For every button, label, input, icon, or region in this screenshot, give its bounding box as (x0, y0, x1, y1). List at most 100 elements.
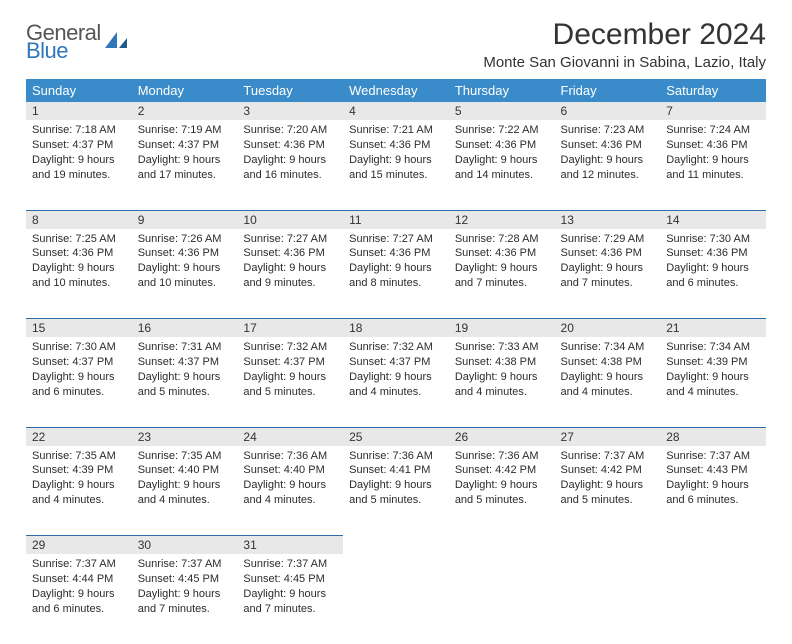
sunrise-line: Sunrise: 7:23 AM (561, 123, 655, 138)
day-detail-cell: Sunrise: 7:35 AMSunset: 4:39 PMDaylight:… (26, 446, 132, 536)
weekday-header: Monday (132, 79, 238, 102)
sunset-line: Sunset: 4:36 PM (243, 246, 337, 261)
sunset-line: Sunset: 4:36 PM (455, 138, 549, 153)
sunrise-line: Sunrise: 7:22 AM (455, 123, 549, 138)
sunset-line: Sunset: 4:39 PM (32, 463, 126, 478)
day-detail-cell: Sunrise: 7:36 AMSunset: 4:42 PMDaylight:… (449, 446, 555, 536)
day-number-cell: 26 (449, 427, 555, 446)
calendar-body: 1234567Sunrise: 7:18 AMSunset: 4:37 PMDa… (26, 102, 766, 644)
sunset-line: Sunset: 4:41 PM (349, 463, 443, 478)
daylight-line: Daylight: 9 hours and 8 minutes. (349, 261, 443, 291)
sunset-line: Sunset: 4:36 PM (349, 246, 443, 261)
logo: General Blue (26, 22, 129, 62)
day-detail-row: Sunrise: 7:18 AMSunset: 4:37 PMDaylight:… (26, 120, 766, 210)
day-number-cell: 25 (343, 427, 449, 446)
sunset-line: Sunset: 4:37 PM (32, 355, 126, 370)
day-detail-cell: Sunrise: 7:37 AMSunset: 4:45 PMDaylight:… (132, 554, 238, 644)
sunset-line: Sunset: 4:37 PM (138, 355, 232, 370)
sunset-line: Sunset: 4:42 PM (455, 463, 549, 478)
day-number-row: 891011121314 (26, 210, 766, 229)
day-number-cell: 12 (449, 210, 555, 229)
day-number-cell (449, 536, 555, 555)
sunrise-line: Sunrise: 7:37 AM (666, 449, 760, 464)
sunset-line: Sunset: 4:40 PM (243, 463, 337, 478)
day-number-cell: 17 (237, 319, 343, 338)
sunrise-line: Sunrise: 7:32 AM (243, 340, 337, 355)
daylight-line: Daylight: 9 hours and 5 minutes. (243, 370, 337, 400)
sunrise-line: Sunrise: 7:25 AM (32, 232, 126, 247)
sunset-line: Sunset: 4:36 PM (666, 138, 760, 153)
day-number-cell: 20 (555, 319, 661, 338)
sunrise-line: Sunrise: 7:32 AM (349, 340, 443, 355)
sunrise-line: Sunrise: 7:36 AM (349, 449, 443, 464)
weekday-header: Thursday (449, 79, 555, 102)
weekday-header: Wednesday (343, 79, 449, 102)
day-number-cell: 1 (26, 102, 132, 120)
day-number-cell (660, 536, 766, 555)
sunrise-line: Sunrise: 7:31 AM (138, 340, 232, 355)
month-title: December 2024 (483, 18, 766, 52)
daylight-line: Daylight: 9 hours and 6 minutes. (666, 478, 760, 508)
day-number-cell: 28 (660, 427, 766, 446)
sunrise-line: Sunrise: 7:37 AM (32, 557, 126, 572)
day-detail-cell: Sunrise: 7:26 AMSunset: 4:36 PMDaylight:… (132, 229, 238, 319)
sunrise-line: Sunrise: 7:24 AM (666, 123, 760, 138)
sunrise-line: Sunrise: 7:29 AM (561, 232, 655, 247)
day-number-cell: 23 (132, 427, 238, 446)
day-detail-cell: Sunrise: 7:37 AMSunset: 4:45 PMDaylight:… (237, 554, 343, 644)
sunrise-line: Sunrise: 7:35 AM (138, 449, 232, 464)
sunset-line: Sunset: 4:39 PM (666, 355, 760, 370)
day-detail-cell: Sunrise: 7:27 AMSunset: 4:36 PMDaylight:… (237, 229, 343, 319)
daylight-line: Daylight: 9 hours and 19 minutes. (32, 153, 126, 183)
daylight-line: Daylight: 9 hours and 10 minutes. (32, 261, 126, 291)
day-detail-cell: Sunrise: 7:36 AMSunset: 4:41 PMDaylight:… (343, 446, 449, 536)
day-number-cell: 11 (343, 210, 449, 229)
sunset-line: Sunset: 4:36 PM (32, 246, 126, 261)
daylight-line: Daylight: 9 hours and 5 minutes. (561, 478, 655, 508)
sunrise-line: Sunrise: 7:36 AM (243, 449, 337, 464)
day-detail-cell: Sunrise: 7:31 AMSunset: 4:37 PMDaylight:… (132, 337, 238, 427)
weekday-header-row: Sunday Monday Tuesday Wednesday Thursday… (26, 79, 766, 102)
daylight-line: Daylight: 9 hours and 4 minutes. (349, 370, 443, 400)
day-number-cell: 27 (555, 427, 661, 446)
day-number-cell: 8 (26, 210, 132, 229)
sunset-line: Sunset: 4:37 PM (138, 138, 232, 153)
day-detail-cell: Sunrise: 7:29 AMSunset: 4:36 PMDaylight:… (555, 229, 661, 319)
sunset-line: Sunset: 4:36 PM (561, 138, 655, 153)
sunset-line: Sunset: 4:36 PM (349, 138, 443, 153)
sunrise-line: Sunrise: 7:27 AM (349, 232, 443, 247)
day-number-cell (555, 536, 661, 555)
day-number-row: 15161718192021 (26, 319, 766, 338)
sunrise-line: Sunrise: 7:30 AM (666, 232, 760, 247)
sunrise-line: Sunrise: 7:18 AM (32, 123, 126, 138)
sunrise-line: Sunrise: 7:34 AM (666, 340, 760, 355)
sunset-line: Sunset: 4:36 PM (138, 246, 232, 261)
day-number-cell: 5 (449, 102, 555, 120)
sail-icon (103, 30, 129, 57)
daylight-line: Daylight: 9 hours and 5 minutes. (455, 478, 549, 508)
sunrise-line: Sunrise: 7:19 AM (138, 123, 232, 138)
daylight-line: Daylight: 9 hours and 11 minutes. (666, 153, 760, 183)
sunset-line: Sunset: 4:40 PM (138, 463, 232, 478)
day-number-cell: 16 (132, 319, 238, 338)
day-detail-cell: Sunrise: 7:21 AMSunset: 4:36 PMDaylight:… (343, 120, 449, 210)
day-detail-cell: Sunrise: 7:19 AMSunset: 4:37 PMDaylight:… (132, 120, 238, 210)
sunrise-line: Sunrise: 7:37 AM (138, 557, 232, 572)
day-number-cell: 18 (343, 319, 449, 338)
sunset-line: Sunset: 4:45 PM (138, 572, 232, 587)
sunset-line: Sunset: 4:44 PM (32, 572, 126, 587)
day-number-row: 1234567 (26, 102, 766, 120)
day-number-cell: 31 (237, 536, 343, 555)
logo-text: General Blue (26, 22, 101, 62)
day-number-cell: 22 (26, 427, 132, 446)
sunrise-line: Sunrise: 7:35 AM (32, 449, 126, 464)
day-detail-row: Sunrise: 7:35 AMSunset: 4:39 PMDaylight:… (26, 446, 766, 536)
weekday-header: Sunday (26, 79, 132, 102)
sunset-line: Sunset: 4:37 PM (32, 138, 126, 153)
sunset-line: Sunset: 4:42 PM (561, 463, 655, 478)
daylight-line: Daylight: 9 hours and 10 minutes. (138, 261, 232, 291)
daylight-line: Daylight: 9 hours and 7 minutes. (455, 261, 549, 291)
sunrise-line: Sunrise: 7:27 AM (243, 232, 337, 247)
day-detail-cell: Sunrise: 7:18 AMSunset: 4:37 PMDaylight:… (26, 120, 132, 210)
daylight-line: Daylight: 9 hours and 5 minutes. (349, 478, 443, 508)
